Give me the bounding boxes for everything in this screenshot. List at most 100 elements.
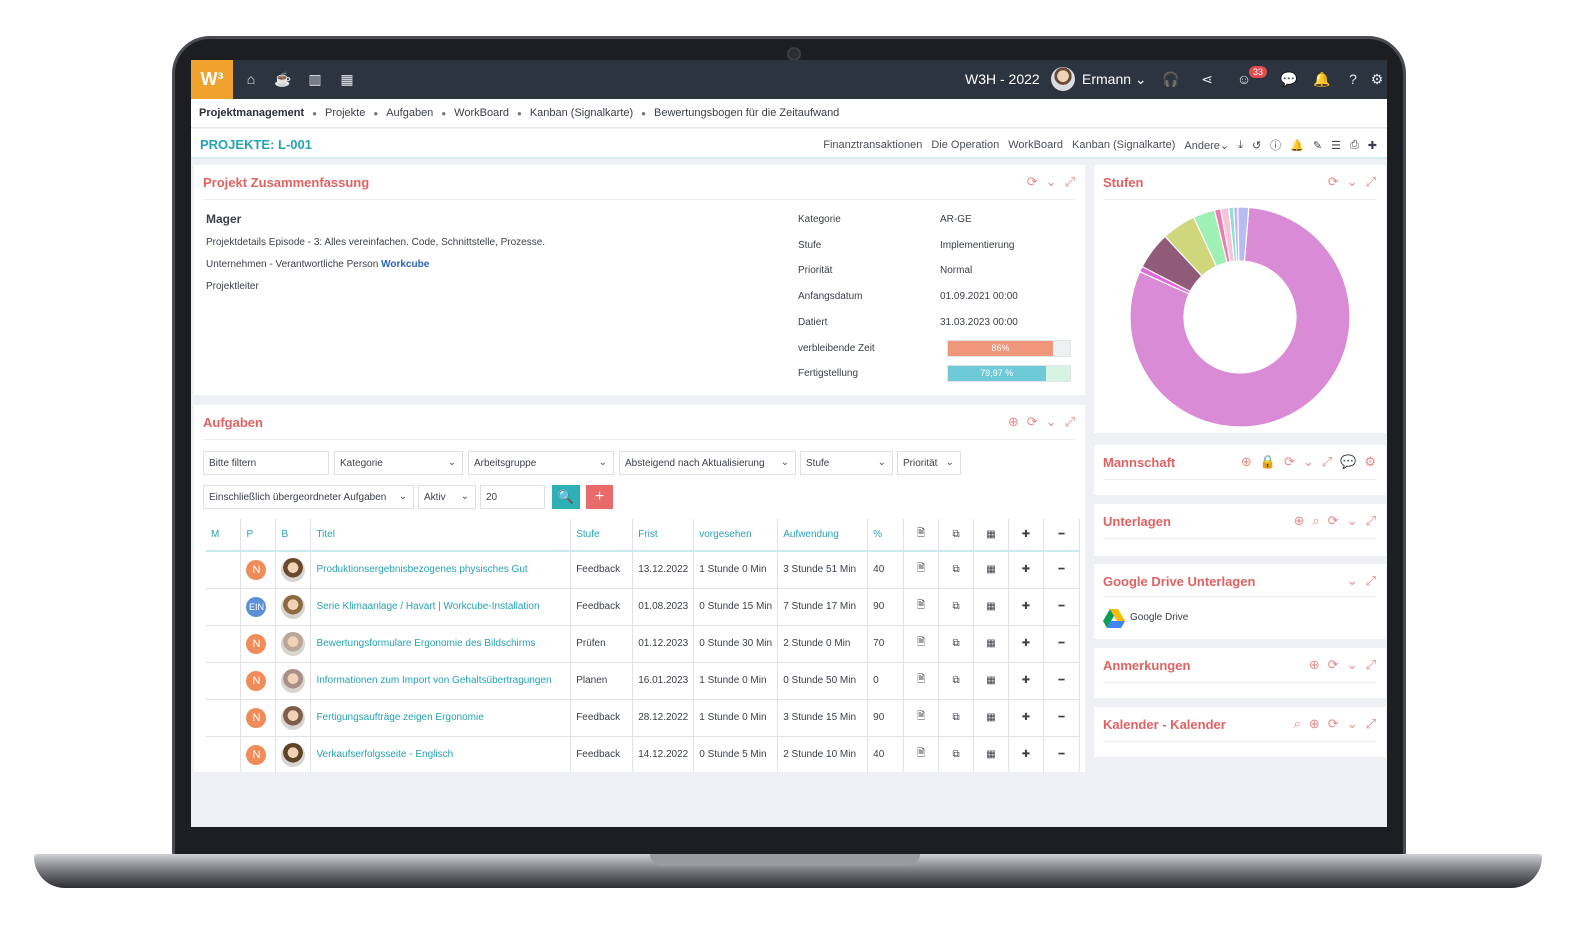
- link-workboard[interactable]: WorkBoard: [1008, 139, 1064, 151]
- copy-icon[interactable]: ⧉: [938, 625, 975, 663]
- copy-icon[interactable]: ⧉: [938, 736, 975, 772]
- edit-icon[interactable]: ✎: [1312, 139, 1323, 152]
- count-input[interactable]: 20: [480, 485, 545, 509]
- app-logo[interactable]: W³: [191, 60, 233, 99]
- avatar[interactable]: [281, 557, 306, 582]
- calendar-icon[interactable]: ▦: [973, 588, 1009, 626]
- document-icon[interactable]: 🗎: [903, 625, 940, 663]
- minus-icon[interactable]: ━: [1043, 519, 1081, 552]
- plus-icon[interactable]: ✚: [1008, 736, 1044, 772]
- chat-icon[interactable]: 💬: [1340, 454, 1357, 469]
- chevron-down-icon[interactable]: ⌄: [1346, 716, 1358, 731]
- task-title[interactable]: Produktionsergebnisbezogenes physisches …: [310, 551, 572, 589]
- calendar-icon[interactable]: ▦: [973, 662, 1009, 700]
- priority-select[interactable]: Priorität ⌄: [897, 451, 961, 475]
- search-icon[interactable]: ⌕: [1312, 513, 1320, 528]
- add-task-button[interactable]: +: [586, 485, 613, 509]
- download-icon[interactable]: ⤓: [1238, 138, 1243, 151]
- task-title[interactable]: Informationen zum Import von Gehaltsüber…: [310, 662, 572, 700]
- table-row[interactable]: N Produktionsergebnisbezogenes physisches…: [206, 551, 1081, 589]
- expand-icon[interactable]: ⤢: [1365, 174, 1376, 189]
- table-row[interactable]: N Fertigungsaufträge zeigen Ergonomie Feed…: [206, 699, 1081, 737]
- table-row[interactable]: EIN Serie Klimaanlage / Havart | Workcube…: [206, 588, 1081, 626]
- headset-icon[interactable]: 🎧: [1162, 71, 1180, 87]
- expand-icon[interactable]: ⤢: [1365, 716, 1376, 731]
- task-title[interactable]: Fertigungsaufträge zeigen Ergonomie: [310, 699, 572, 737]
- avatar[interactable]: [281, 594, 306, 619]
- donut-slice[interactable]: [1129, 206, 1351, 428]
- link-kanban[interactable]: Kanban (Signalkarte): [1072, 139, 1176, 151]
- plus-icon[interactable]: ✚: [1008, 551, 1044, 589]
- stage-select[interactable]: Stufe ⌄: [800, 451, 893, 475]
- print-icon[interactable]: ⎙: [1349, 138, 1359, 151]
- plus-icon[interactable]: ✚: [1008, 662, 1044, 700]
- document-icon[interactable]: 🗎: [903, 551, 940, 589]
- refresh-icon[interactable]: ⟳: [1327, 174, 1339, 189]
- minus-icon[interactable]: ━: [1043, 699, 1081, 737]
- task-title[interactable]: Bewertungsformulare Ergonomie des Bildsc…: [310, 625, 572, 663]
- add-icon[interactable]: ⊕: [1308, 716, 1320, 731]
- chevron-down-icon[interactable]: ⌄: [1346, 657, 1358, 672]
- user-avatar[interactable]: [1051, 67, 1075, 91]
- calendar-icon[interactable]: ▦: [973, 625, 1009, 663]
- copy-icon[interactable]: ⧉: [938, 551, 975, 589]
- expand-icon[interactable]: ⤢: [1365, 573, 1376, 588]
- column-header[interactable]: vorgesehen: [693, 519, 779, 552]
- include-select[interactable]: Einschließlich übergeordneter Aufgaben ⌄: [203, 485, 414, 509]
- document-icon[interactable]: 🗎: [903, 588, 940, 626]
- expand-icon[interactable]: ⤢: [1321, 454, 1333, 469]
- plus-icon[interactable]: ✚: [1008, 699, 1044, 737]
- table-row[interactable]: N Verkaufserfolgsseite - Englisch Feedback…: [206, 736, 1081, 772]
- avatar[interactable]: [281, 631, 306, 656]
- refresh-icon[interactable]: ⟳: [1026, 174, 1038, 189]
- task-title[interactable]: Serie Klimaanlage / Havart | Workcube-In…: [310, 588, 572, 626]
- link-operation[interactable]: Die Operation: [931, 139, 1000, 151]
- google-drive-icon[interactable]: [1103, 608, 1125, 628]
- breadcrumb-item[interactable]: Kanban (Signalkarte): [529, 107, 634, 119]
- plus-icon[interactable]: ✚: [1367, 139, 1377, 152]
- task-title[interactable]: Verkaufserfolgsseite - Englisch: [310, 736, 572, 772]
- minus-icon[interactable]: ━: [1043, 736, 1081, 772]
- expand-icon[interactable]: ⤢: [1365, 513, 1376, 528]
- workgroup-select[interactable]: Arbeitsgruppe ⌄: [468, 451, 614, 475]
- column-header[interactable]: M: [206, 519, 242, 552]
- chevron-down-icon[interactable]: ⌄: [1045, 174, 1057, 189]
- minus-icon[interactable]: ━: [1043, 625, 1081, 663]
- bell-icon[interactable]: 🔔: [1290, 139, 1304, 152]
- column-header[interactable]: Titel: [310, 519, 572, 552]
- column-header[interactable]: Aufwendung: [777, 519, 869, 552]
- calendar-icon[interactable]: ▦: [340, 71, 354, 87]
- donut-slice[interactable]: [1237, 206, 1250, 262]
- table-row[interactable]: N Informationen zum Import von Gehaltsübe…: [206, 662, 1081, 700]
- add-icon[interactable]: ⊕: [1293, 513, 1305, 528]
- chevron-down-icon[interactable]: ⌄: [1346, 573, 1358, 588]
- sort-select[interactable]: Absteigend nach Aktualisierung ⌄: [619, 451, 796, 475]
- list-icon[interactable]: ☰: [1331, 139, 1341, 152]
- chart-icon[interactable]: ▥: [308, 71, 322, 87]
- gear-icon[interactable]: ⚙: [1370, 71, 1384, 87]
- add-icon[interactable]: ⊕: [1308, 657, 1320, 672]
- chevron-down-icon[interactable]: ⌄: [1346, 174, 1358, 189]
- user-menu[interactable]: Ermann ⌄: [1082, 71, 1147, 87]
- avatar[interactable]: [281, 668, 306, 693]
- link-finanztransaktionen[interactable]: Finanztransaktionen: [823, 139, 923, 151]
- minus-icon[interactable]: ━: [1043, 662, 1081, 700]
- copy-icon[interactable]: ⧉: [938, 662, 975, 700]
- copy-icon[interactable]: ⧉: [938, 699, 975, 737]
- breadcrumb-item[interactable]: Bewertungsbogen für die Zeitaufwand: [654, 107, 840, 119]
- add-icon[interactable]: ⊕: [1007, 414, 1019, 429]
- status-select[interactable]: Aktiv ⌄: [418, 485, 476, 509]
- document-icon[interactable]: 🗎: [903, 662, 940, 700]
- expand-icon[interactable]: ⤢: [1365, 657, 1376, 672]
- calendar-icon[interactable]: ▦: [973, 736, 1009, 772]
- breadcrumb-item[interactable]: Aufgaben: [386, 107, 434, 119]
- document-icon[interactable]: 🗎: [903, 736, 940, 772]
- smiley-icon[interactable]: ☺: [1236, 71, 1252, 87]
- refresh-icon[interactable]: ⟳: [1026, 414, 1038, 429]
- history-icon[interactable]: ↺: [1251, 139, 1262, 152]
- workspace-title[interactable]: W3H - 2022: [965, 71, 1040, 87]
- chevron-down-icon[interactable]: ⌄: [1302, 454, 1314, 469]
- gdrive-item[interactable]: Google Drive: [1130, 612, 1189, 623]
- company-link[interactable]: Workcube: [381, 259, 430, 270]
- share-icon[interactable]: ⋖: [1201, 71, 1213, 87]
